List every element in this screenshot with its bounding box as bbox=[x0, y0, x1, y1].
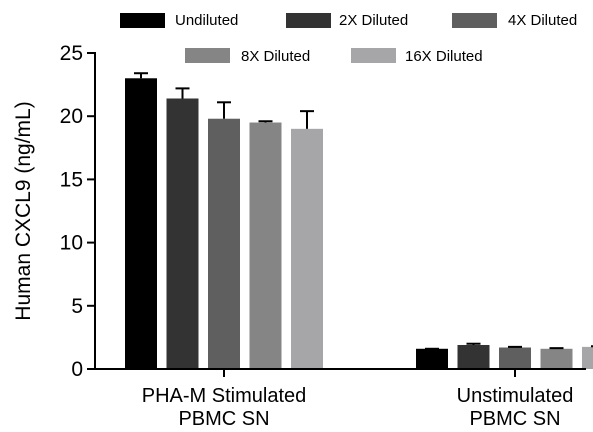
legend: Undiluted 2X Diluted 4X Diluted 8X Diluted 1… bbox=[120, 12, 577, 65]
legend-swatch bbox=[351, 48, 396, 63]
legend-label: 16X Diluted bbox=[405, 48, 483, 65]
bar bbox=[125, 78, 157, 369]
bar bbox=[499, 347, 531, 369]
bar bbox=[457, 344, 490, 369]
legend-swatch bbox=[185, 48, 230, 63]
legend-swatch bbox=[452, 13, 497, 28]
bar bbox=[416, 348, 448, 369]
y-tick-label: 20 bbox=[60, 105, 83, 128]
bar bbox=[208, 118, 240, 369]
y-axis-label: Human CXCL9 (ng/mL) bbox=[12, 101, 35, 320]
legend-swatch bbox=[286, 13, 331, 28]
y-axis: 0 5 10 15 20 25 bbox=[60, 42, 96, 381]
legend-label: 8X Diluted bbox=[241, 48, 310, 65]
category-label: Unstimulated bbox=[457, 385, 574, 407]
legend-label: 2X Diluted bbox=[339, 12, 408, 29]
bar bbox=[291, 128, 323, 369]
y-tick-label: 10 bbox=[60, 232, 83, 255]
bar bbox=[540, 348, 573, 369]
bar bbox=[249, 122, 282, 370]
y-tick-label: 5 bbox=[71, 295, 83, 318]
legend-label: 4X Diluted bbox=[508, 12, 577, 29]
category-label: PBMC SN bbox=[178, 408, 269, 430]
bar bbox=[166, 98, 199, 369]
y-tick-label: 0 bbox=[71, 358, 83, 381]
category-label: PHA-M Stimulated bbox=[142, 385, 307, 407]
y-tick-label: 15 bbox=[60, 168, 83, 191]
y-tick-label: 25 bbox=[60, 42, 83, 65]
bar bbox=[582, 346, 593, 369]
bars bbox=[125, 72, 593, 370]
legend-swatch bbox=[120, 13, 165, 28]
category-label: PBMC SN bbox=[469, 408, 560, 430]
legend-label: Undiluted bbox=[175, 12, 238, 29]
